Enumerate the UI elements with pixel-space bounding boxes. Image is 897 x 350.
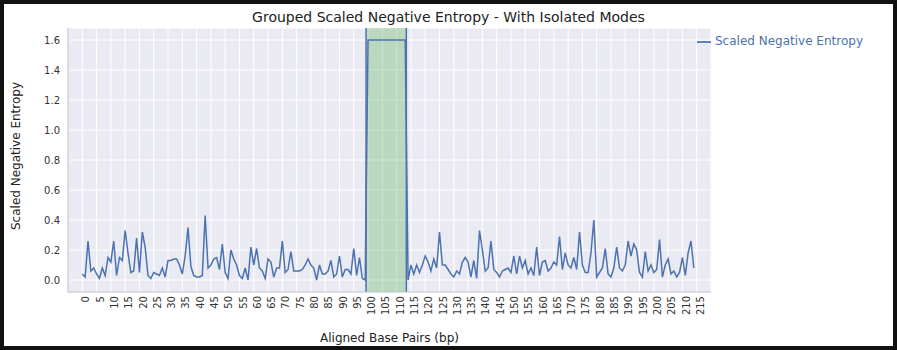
svg-text:45: 45 [209,296,220,309]
svg-text:20: 20 [138,296,149,309]
svg-text:170: 170 [566,296,577,315]
svg-text:110: 110 [395,296,406,315]
svg-text:130: 130 [452,296,463,315]
svg-text:30: 30 [166,296,177,309]
svg-text:80: 80 [309,296,320,309]
svg-text:0.8: 0.8 [44,155,60,166]
svg-text:185: 185 [609,296,620,315]
svg-text:105: 105 [380,296,391,315]
svg-text:175: 175 [580,296,591,315]
svg-text:35: 35 [180,296,191,309]
svg-text:140: 140 [480,296,491,315]
svg-text:65: 65 [266,296,277,309]
svg-text:15: 15 [123,296,134,309]
svg-text:195: 195 [638,296,649,315]
svg-text:1.4: 1.4 [44,65,60,76]
svg-text:135: 135 [466,296,477,315]
svg-text:125: 125 [438,296,449,315]
svg-text:120: 120 [423,296,434,315]
svg-text:0.2: 0.2 [44,245,60,256]
svg-text:0.6: 0.6 [44,185,60,196]
svg-text:75: 75 [295,296,306,309]
svg-text:155: 155 [523,296,534,315]
svg-text:50: 50 [223,296,234,309]
svg-text:90: 90 [338,296,349,309]
svg-text:95: 95 [352,296,363,309]
svg-text:215: 215 [695,296,706,315]
svg-text:210: 210 [681,296,692,315]
svg-text:0.4: 0.4 [44,215,60,226]
svg-text:165: 165 [552,296,563,315]
svg-text:200: 200 [652,296,663,315]
html-text:Scaled Negative Entropy: Scaled Negative Entropy [715,34,863,48]
svg-text:1.6: 1.6 [44,35,60,46]
svg-text:100: 100 [366,296,377,315]
svg-text:10: 10 [109,296,120,309]
svg-text:0.0: 0.0 [44,275,60,286]
svg-text:55: 55 [238,296,249,309]
svg-text:205: 205 [666,296,677,315]
svg-text:Scaled Negative Entropy: Scaled Negative Entropy [9,82,23,230]
svg-text:115: 115 [409,296,420,315]
svg-text:1.0: 1.0 [44,125,60,136]
svg-text:145: 145 [495,296,506,315]
svg-text:5: 5 [95,296,106,302]
html-text:Grouped Scaled Negative Entrop: Grouped Scaled Negative Entropy - With I… [252,9,645,25]
svg-text:160: 160 [538,296,549,315]
svg-text:25: 25 [152,296,163,309]
svg-text:0: 0 [80,296,91,302]
svg-text:60: 60 [252,296,263,309]
svg-text:Aligned Base Pairs (bp): Aligned Base Pairs (bp) [320,331,459,345]
svg-text:40: 40 [195,296,206,309]
svg-text:180: 180 [595,296,606,315]
svg-text:85: 85 [323,296,334,309]
svg-text:70: 70 [280,296,291,309]
svg-text:1.2: 1.2 [44,95,60,106]
svg-text:190: 190 [623,296,634,315]
svg-text:150: 150 [509,296,520,315]
